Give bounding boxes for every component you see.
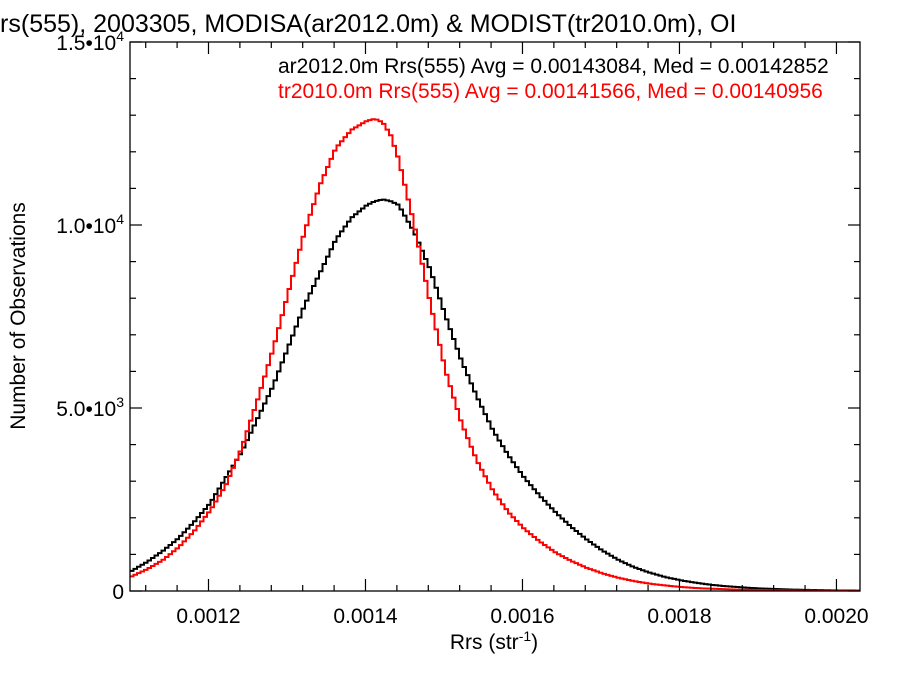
x-tick-label: 0.0018 — [647, 605, 711, 628]
x-tick-label: 0.0014 — [333, 605, 398, 628]
series-line-tr2010 — [130, 118, 860, 591]
x-tick-label: 0.0012 — [176, 605, 240, 628]
y-tick-label: 1.5•104 — [56, 28, 124, 55]
x-axis-label: Rrs (str-1) — [450, 628, 538, 654]
legend-entry-ar2012: ar2012.0m Rrs(555) Avg = 0.00143084, Med… — [278, 55, 829, 78]
chart-title: Rrs(555), 2003305, MODISA(ar2012.0m) & M… — [0, 10, 736, 38]
x-axis-label-superscript: -1 — [519, 628, 532, 644]
y-axis-label: Number of Observations — [7, 202, 30, 430]
plot-frame — [129, 41, 861, 592]
series-layer — [130, 118, 860, 591]
legend: ar2012.0m Rrs(555) Avg = 0.00143084, Med… — [278, 55, 829, 103]
series-line-ar2012 — [130, 198, 860, 591]
legend-entry-tr2010: tr2010.0m Rrs(555) Avg = 0.00141566, Med… — [278, 80, 823, 103]
y-tick-label: 5.0•103 — [56, 394, 124, 421]
y-tick-label: 1.0•104 — [56, 211, 124, 238]
x-axis-label-main: Rrs (str — [450, 631, 519, 654]
x-axis-label-close: ) — [531, 631, 538, 654]
x-tick-label: 0.0016 — [490, 605, 554, 628]
ticks-layer: 0.0012 0.0014 0.0016 0.0018 0.0020 0 5.0•103 1.… — [56, 28, 868, 628]
y-tick-label: 0 — [112, 581, 124, 604]
x-tick-label: 0.0020 — [804, 605, 868, 628]
